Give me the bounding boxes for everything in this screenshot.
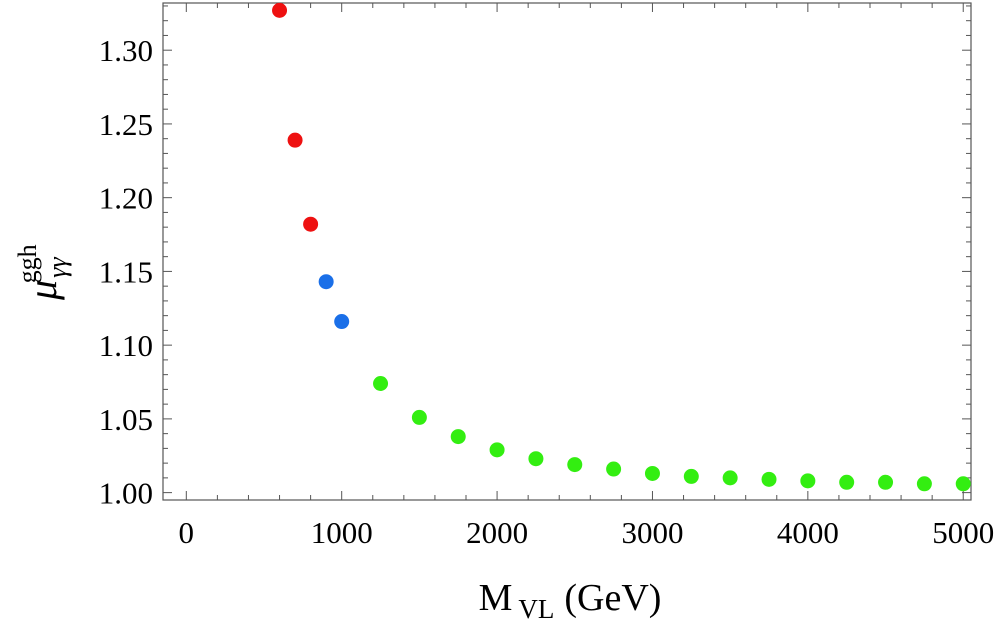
data-point-green [567, 457, 583, 473]
y-axis-title-main: μ [20, 280, 65, 301]
data-point-green [606, 461, 622, 477]
data-point-green [644, 465, 660, 481]
data-point-green [800, 473, 816, 489]
y-axis-title-subscript: γγ [43, 257, 72, 278]
x-tick-label: 5000 [932, 515, 994, 550]
data-point-red [287, 132, 303, 148]
x-axis-title-subscript: VL [518, 594, 554, 619]
x-tick-label: 4000 [777, 515, 839, 550]
data-point-green [528, 451, 544, 467]
svg-text:μγγggh: μγγggh [13, 244, 72, 301]
data-point-green [373, 375, 389, 391]
y-tick-labels: 1.00 1.05 1.10 1.15 1.20 1.25 1.30 [99, 33, 153, 510]
data-point-green [839, 474, 855, 490]
data-point-green [761, 471, 777, 487]
x-axis-title-main: M [479, 577, 513, 619]
data-point-green [722, 470, 738, 486]
x-tick-label: 0 [179, 515, 195, 550]
data-point-green [411, 409, 427, 425]
y-axis-title-superscript: ggh [13, 244, 42, 283]
data-point-green [489, 442, 505, 458]
x-tick-label: 3000 [621, 515, 683, 550]
data-point-green [955, 476, 971, 492]
y-tick-label: 1.05 [99, 402, 153, 437]
x-tick-label: 1000 [311, 515, 373, 550]
y-tick-label: 1.25 [99, 107, 153, 142]
data-point-green [916, 476, 932, 492]
axis-ticks [163, 3, 971, 500]
y-tick-label: 1.15 [99, 254, 153, 289]
x-axis-title: M VL (GeV) [479, 577, 662, 619]
data-point-green [450, 429, 466, 445]
x-axis-title-unit: (GeV) [564, 577, 661, 619]
data-point-blue [318, 274, 334, 290]
plot-frame [162, 2, 972, 501]
data-point-green [683, 468, 699, 484]
data-points [272, 2, 971, 492]
y-tick-label: 1.30 [99, 33, 153, 68]
data-point-blue [334, 314, 350, 330]
data-point-red [272, 2, 288, 18]
plot-frame-rect [162, 2, 972, 501]
x-tick-label: 2000 [466, 515, 528, 550]
data-point-green [878, 474, 894, 490]
y-axis-title: μγγggh [13, 244, 72, 301]
y-tick-label: 1.00 [99, 476, 153, 511]
data-point-red [303, 216, 319, 232]
y-tick-label: 1.10 [99, 328, 153, 363]
y-tick-label: 1.20 [99, 181, 153, 216]
x-tick-labels: 0 1000 2000 3000 4000 5000 [179, 515, 995, 550]
